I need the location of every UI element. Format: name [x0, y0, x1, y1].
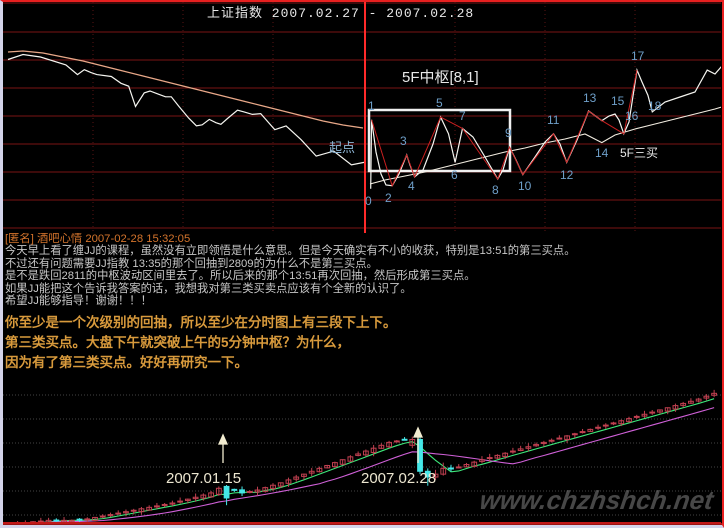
svg-text:17: 17 — [631, 49, 645, 63]
svg-text:14: 14 — [595, 146, 609, 160]
svg-text:5F中枢[8,1]: 5F中枢[8,1] — [402, 69, 479, 86]
svg-text:7: 7 — [459, 109, 466, 123]
svg-text:8: 8 — [492, 183, 499, 197]
svg-text:5: 5 — [436, 96, 443, 110]
svg-text:4: 4 — [408, 179, 415, 193]
svg-text:10: 10 — [518, 179, 532, 193]
svg-text:11: 11 — [547, 113, 560, 127]
svg-text:2: 2 — [385, 191, 392, 205]
svg-text:12: 12 — [560, 168, 574, 182]
svg-text:5F三买: 5F三买 — [620, 146, 658, 160]
svg-text:2007.01.15: 2007.01.15 — [166, 470, 241, 487]
svg-text:6: 6 — [451, 168, 458, 182]
svg-text:15: 15 — [611, 94, 625, 108]
svg-text:起点: 起点 — [329, 140, 355, 155]
svg-text:3: 3 — [400, 134, 407, 148]
svg-text:13: 13 — [583, 91, 597, 105]
svg-text:9: 9 — [505, 126, 512, 140]
svg-text:18: 18 — [648, 99, 662, 113]
svg-text:1: 1 — [368, 99, 375, 113]
svg-text:0: 0 — [365, 194, 372, 208]
svg-text:上证指数 2007.02.27 - 2007.02.28: 上证指数 2007.02.27 - 2007.02.28 — [207, 6, 474, 21]
svg-text:16: 16 — [625, 109, 639, 123]
svg-text:2007.02.28: 2007.02.28 — [361, 470, 436, 487]
